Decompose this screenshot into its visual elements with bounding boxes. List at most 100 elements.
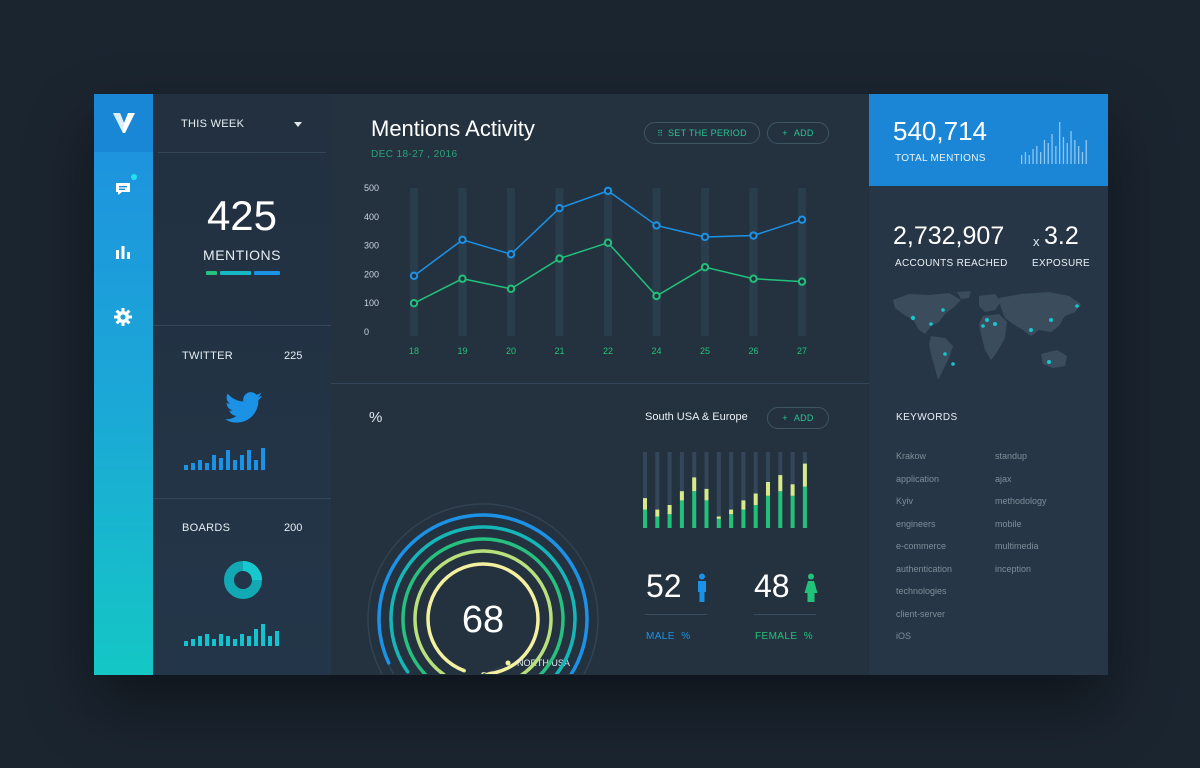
exposure-multiplier: x (1033, 234, 1040, 249)
exposure-label: EXPOSURE (1032, 258, 1090, 269)
bar-segment (741, 509, 746, 528)
column-band (798, 188, 806, 336)
bar-segment (766, 482, 770, 496)
mini-bar (191, 639, 195, 646)
mini-bar (205, 463, 209, 470)
female-value: 48 (754, 568, 790, 604)
keyword-item[interactable]: technologies (896, 586, 947, 596)
column-band (652, 188, 661, 336)
add-region-button[interactable]: + ADD (767, 407, 829, 429)
notification-dot (131, 174, 137, 180)
mini-bar (191, 463, 195, 470)
y-tick-label: 0 (364, 327, 369, 337)
data-point (458, 274, 467, 283)
spark-bar (1028, 155, 1030, 164)
data-point (700, 263, 710, 272)
keyword-item[interactable]: Krakow (896, 451, 927, 461)
keywords-title: KEYWORDS (896, 412, 958, 423)
mini-bar (261, 624, 265, 646)
keyword-item[interactable]: ajax (995, 473, 1012, 484)
divider (153, 325, 331, 326)
mini-bar (184, 465, 188, 470)
add-button[interactable]: + ADD (767, 122, 829, 144)
keyword-item[interactable]: inception (995, 563, 1032, 574)
legend-connector (482, 665, 504, 674)
keyword-item[interactable]: engineers (896, 518, 936, 529)
female-label: FEMALE % (755, 631, 814, 642)
chat-icon[interactable] (111, 174, 137, 201)
bar-segment (643, 498, 647, 510)
bar-segment (716, 516, 721, 519)
plus-icon: + (782, 413, 788, 423)
boards-sparkbars (184, 622, 304, 646)
keyword-item[interactable]: authentication (896, 563, 953, 574)
mini-bar (212, 455, 216, 470)
grid-dots-icon: ⠿ (657, 128, 663, 138)
legend-dot (505, 660, 511, 666)
male-label: MALE % (646, 631, 691, 642)
logo[interactable] (94, 94, 153, 152)
bar-segment (704, 500, 709, 528)
x-tick-label: 24 (651, 346, 661, 356)
icon-rail (94, 94, 153, 675)
data-point (700, 232, 710, 242)
bar-track (655, 452, 660, 528)
spark-bar (1021, 155, 1023, 164)
keyword-item[interactable]: methodology (995, 496, 1047, 506)
total-mentions-sparkline (1021, 122, 1087, 164)
bar-segment (679, 491, 684, 501)
keyword-item[interactable]: standup (995, 451, 1028, 461)
bar-segment (667, 514, 672, 528)
keyword-item[interactable]: multimedia (995, 541, 1039, 551)
spark-bar (1055, 146, 1057, 164)
column-band (604, 188, 612, 336)
y-tick-label: 400 (364, 212, 379, 222)
mentions-bar-1 (206, 271, 217, 275)
bar-chart-icon[interactable] (111, 240, 135, 264)
keyword-item[interactable]: e-commerce (896, 541, 947, 551)
radial-guide (367, 503, 599, 674)
data-point (652, 291, 661, 301)
mini-bar (254, 460, 258, 470)
exposure-value: 3.2 (1044, 222, 1079, 250)
radial-arc (413, 549, 553, 674)
bar-track (753, 452, 758, 528)
keyword-item[interactable]: mobile (995, 518, 1022, 529)
set-period-button[interactable]: ⠿ SET THE PERIOD (644, 122, 760, 144)
divider (153, 498, 331, 499)
mini-bar (226, 636, 230, 646)
chevron-down-icon[interactable] (294, 122, 302, 127)
x-tick-label: 20 (506, 346, 516, 356)
data-point (749, 231, 758, 240)
data-point (797, 215, 807, 224)
bar-track (729, 452, 734, 528)
male-value: 52 (646, 568, 682, 604)
mentions-bar-3 (254, 271, 280, 275)
keyword-item[interactable]: iOS (896, 631, 912, 641)
mini-bar (219, 458, 223, 470)
radial-arc (377, 513, 589, 674)
twitter-value: 225 (284, 350, 303, 362)
total-mentions-card: 540,714 TOTAL MENTIONS (869, 94, 1108, 186)
set-period-label: SET THE PERIOD (667, 128, 747, 138)
mentions-line-chart: 500 400 300 200 100 0 18 19 20 21 22 24 25 26 27 (364, 183, 807, 356)
keyword-item[interactable]: Kyiv (896, 496, 914, 506)
period-selector-label[interactable]: THIS WEEK (181, 118, 245, 130)
donut-icon (224, 561, 262, 599)
data-point (409, 271, 419, 281)
x-tick-label: 19 (457, 346, 467, 356)
gear-icon[interactable] (111, 305, 135, 329)
mini-bar (226, 450, 230, 470)
spark-bar (1066, 143, 1068, 164)
data-point (506, 284, 516, 294)
bar-segment (790, 484, 795, 496)
bar-segment (692, 477, 697, 492)
x-tick-label: 27 (797, 346, 807, 356)
spark-bar (1081, 152, 1084, 164)
mini-bar (247, 450, 251, 470)
bar-segment (655, 509, 660, 517)
keyword-item[interactable]: application (896, 473, 940, 484)
total-mentions-value: 540,714 (893, 116, 987, 146)
boards-label: BOARDS (182, 522, 231, 534)
keyword-item[interactable]: client-server (896, 608, 946, 619)
